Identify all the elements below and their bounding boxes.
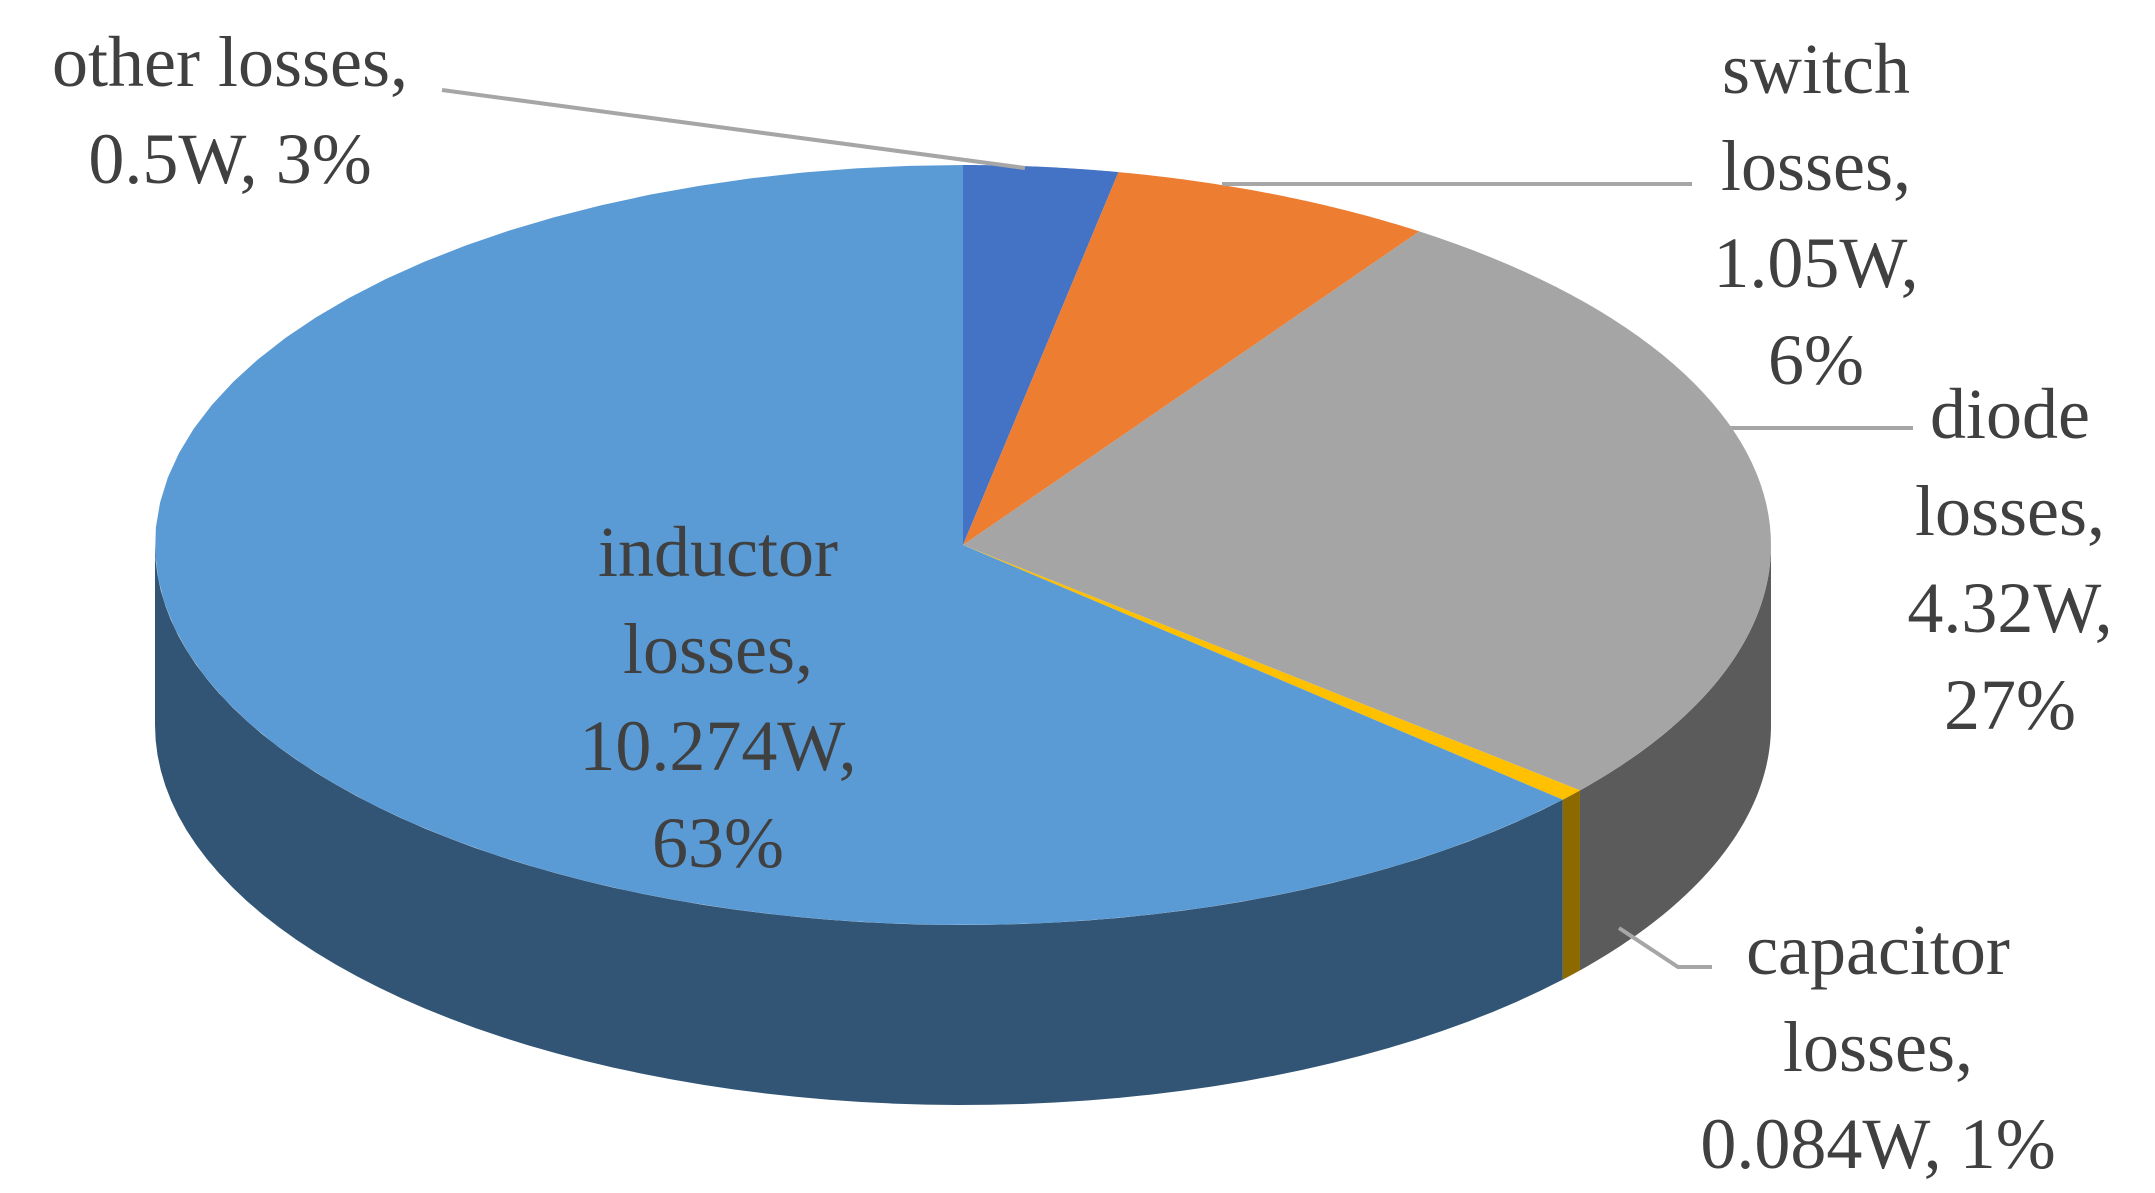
data-label: capacitor losses, 0.084W, 1% [1658, 902, 2098, 1193]
category: diode losses, [1914, 374, 2106, 551]
percent-label: 27% [1944, 665, 2076, 745]
percent-label: 63% [652, 803, 784, 883]
pie-side [1562, 790, 1580, 980]
value-label: 4.32W, [1907, 568, 2113, 648]
value-label: 10.274W, [579, 706, 857, 786]
pie-slice [155, 165, 1563, 925]
data-label: diode losses, 4.32W, 27% [1870, 366, 2150, 754]
data-label: switch losses, 1.05W, 6% [1676, 21, 1956, 409]
pie-slice [963, 172, 1420, 545]
pie-tops [155, 165, 1771, 925]
value-label: 0.084W, [1700, 1104, 1942, 1184]
value-label: 1.05W, [1713, 223, 1919, 303]
pie-slice [963, 231, 1771, 791]
category: other losses, [52, 22, 408, 102]
percent-label: 1% [1959, 1104, 2056, 1184]
pie-slice [963, 545, 1580, 800]
leader-lines [441, 88, 1913, 969]
pie-sides [155, 545, 1771, 1105]
data-label: inductor losses, 10.274W, 63% [553, 504, 883, 892]
pie-side [155, 545, 1563, 1105]
category: inductor losses, [598, 512, 838, 689]
percent-label: 3% [275, 119, 372, 199]
leader-line [441, 88, 1026, 170]
pie-side [1579, 545, 1771, 971]
category: switch losses, [1720, 29, 1912, 206]
category: capacitor losses, [1746, 910, 2010, 1087]
percent-label: 6% [1768, 320, 1864, 400]
value-label: 0.5W, [88, 119, 258, 199]
pie-slice [963, 165, 1119, 545]
data-label: other losses, 0.5W, 3% [0, 14, 460, 208]
leader-line [1617, 926, 1712, 969]
